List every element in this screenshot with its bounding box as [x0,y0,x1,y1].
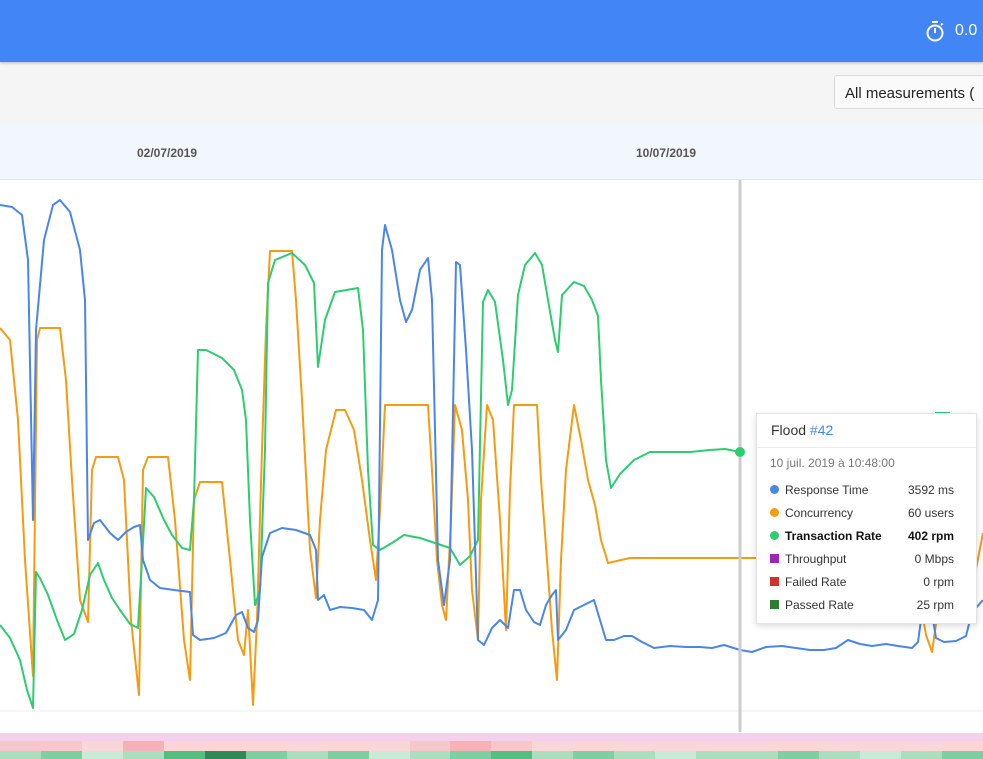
date-tick-label: 10/07/2019 [635,146,697,160]
tooltip-row-failed-rate: Failed Rate 0 rpm [770,570,976,593]
tooltip-timestamp: 10 juil. 2019 à 10:48:00 [770,456,895,470]
tooltip-row-passed-rate: Passed Rate 25 rpm [770,593,976,616]
tooltip-title: Flood #42 [757,414,976,444]
heatmap-row-passed [0,751,983,759]
tooltip-row-label: Concurrency [785,505,854,520]
series-square-icon [770,600,779,609]
tooltip-row-value: 3592 ms [907,482,954,497]
top-app-bar: 0.0 [0,0,983,62]
tooltip-row-label: Response Time [785,482,869,497]
tooltip-flood-label: Flood [771,422,807,438]
heatmap-row-top [0,733,983,741]
date-tick-label: 02/07/2019 [136,146,198,160]
tooltip-row-value: 60 users [907,505,954,520]
tooltip-row-transaction-rate: Transaction Rate 402 rpm [770,524,976,547]
series-dot-icon [770,531,779,540]
series-square-icon [770,554,779,563]
tooltip-row-value: 0 Mbps [914,551,954,566]
timer-value: 0.0 [955,22,978,39]
flood-link[interactable]: #42 [809,422,834,438]
series-dot-icon [770,508,779,517]
tooltip-row-response-time: Response Time 3592 ms [770,478,976,501]
timeline-axis: 02/07/2019 10/07/2019 [0,124,983,180]
tooltip-row-value: 25 rpm [916,597,954,612]
hover-point [735,447,745,457]
series-square-icon [770,577,779,586]
series-dot-icon [770,485,779,494]
stopwatch-icon [926,21,944,42]
tooltip-row-throughput: Throughput 0 Mbps [770,547,976,570]
tooltip-row-value: 402 rpm [907,528,954,543]
tooltip-row-label: Passed Rate [785,597,854,612]
tooltip-row-label: Throughput [785,551,847,566]
tooltip-row-label: Transaction Rate [785,528,882,543]
heatmap-row-failed [0,741,983,751]
tooltip-row-label: Failed Rate [785,574,847,589]
tooltip-row-concurrency: Concurrency 60 users [770,501,976,524]
measurement-select[interactable]: All measurements ( [834,75,983,109]
tooltip-divider [757,447,976,448]
tooltip-row-value: 0 rpm [923,574,954,589]
timer[interactable]: 0.0 [925,19,977,43]
chart-tooltip: Flood #42 10 juil. 2019 à 10:48:00 Respo… [756,413,977,624]
series-line-response-time [0,199,983,653]
